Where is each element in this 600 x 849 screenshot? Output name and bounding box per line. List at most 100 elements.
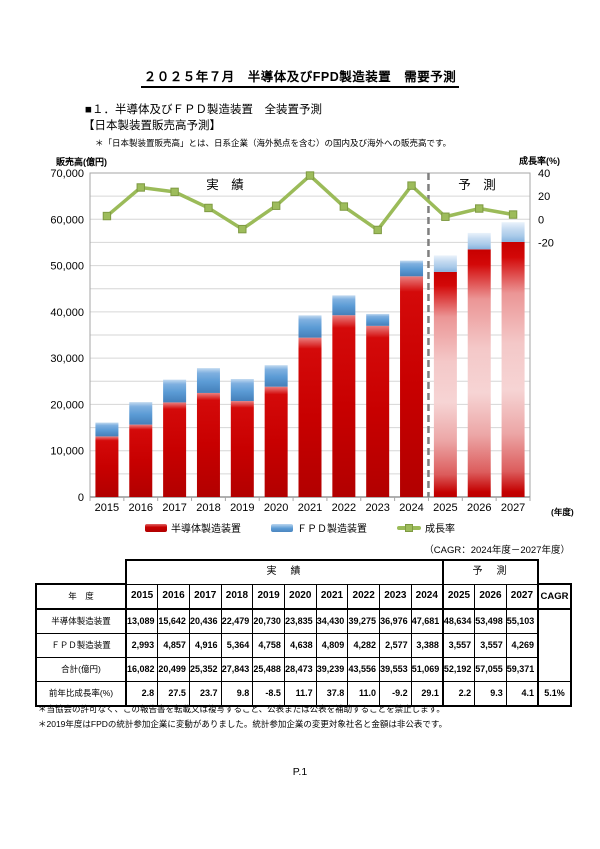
value-cell: 39,239 [315, 657, 349, 682]
value-cell: 57,055 [474, 657, 507, 682]
value-cell: 13,089 [125, 608, 159, 634]
value-cell: 34,430 [315, 608, 349, 634]
bar-fpd-2015 [95, 422, 119, 437]
bars [95, 222, 525, 497]
value-cell: 20,499 [157, 657, 190, 682]
bar-semiconductor-2015 [95, 436, 119, 497]
growth-marker-2020 [271, 201, 281, 210]
bar-semiconductor-2024 [400, 276, 424, 497]
bar-fpd-2019 [230, 379, 254, 402]
group-header-forecast: 予 測 [442, 559, 540, 585]
year-header-2027: 2027 [505, 583, 539, 610]
year-header-2019: 2019 [252, 583, 285, 610]
y-axis-tick-label: 10,000 [50, 446, 84, 458]
row-label: ＦＰＤ製造装置 [35, 633, 127, 658]
value-cell: 4.1 [505, 681, 539, 707]
value-cell: 20,730 [252, 608, 285, 634]
right-axis-title: 成長率(%) [519, 155, 560, 166]
value-cell: 39,275 [347, 608, 380, 634]
right-axis-tick-label: 20 [538, 191, 550, 203]
chart-legend: 半導体製造装置 ＦＰＤ製造装置 成長率 [0, 520, 600, 535]
bar-fpd-2026 [467, 232, 491, 250]
value-cell: 11.0 [347, 681, 380, 707]
cagr-value-cell: 5.1% [537, 681, 572, 707]
year-header-2026: 2026 [474, 583, 507, 610]
x-axis-ticks [89, 497, 531, 501]
value-cell: 3,557 [442, 633, 476, 658]
legend-item-growth: 成長率 [397, 520, 455, 535]
x-axis-label-2022: 2022 [332, 502, 356, 514]
forecast-region-label: 予 測 [458, 178, 496, 192]
growth-marker-2023 [373, 225, 382, 235]
growth-marker-2024 [407, 181, 416, 190]
value-cell: 55,103 [505, 608, 539, 634]
bar-semiconductor-2022 [332, 315, 356, 497]
x-axis-label-2026: 2026 [467, 502, 491, 514]
growth-marker-2019 [238, 224, 247, 234]
page-number: P.1 [292, 766, 308, 778]
value-cell: 27.5 [157, 681, 190, 707]
right-axis-tick-label: 40 [538, 168, 550, 180]
growth-marker-2022 [339, 202, 349, 211]
row-label: 前年比成長率(%) [35, 681, 127, 707]
bar-fpd-2024 [400, 260, 424, 277]
growth-marker-2017 [170, 187, 179, 197]
growth-marker-2021 [305, 171, 315, 180]
subsection-heading: 【日本製装置販売高予測】 [83, 120, 221, 132]
x-axis-label-2018: 2018 [196, 502, 220, 514]
x-axis-unit-label: (年度) [551, 507, 574, 517]
bar-semiconductor-2018 [196, 392, 220, 497]
bar-semiconductor-2025 [433, 271, 457, 497]
x-axis-label-2019: 2019 [230, 502, 254, 514]
year-header-2022: 2022 [347, 583, 380, 610]
value-cell: 3,388 [410, 633, 444, 658]
table-corner-left [36, 560, 126, 584]
y-axis-tick-label: 50,000 [50, 261, 84, 273]
growth-marker-2018 [204, 203, 213, 213]
cagr-note: （CAGR：2024年度－2027年度） [424, 545, 570, 556]
year-axis-header: 年 度 [35, 583, 127, 610]
y-axis-tick-label: 40,000 [50, 307, 84, 319]
value-cell: 2.2 [442, 681, 476, 707]
x-axis-label-2025: 2025 [433, 502, 457, 514]
actual-region-label: 実 績 [206, 177, 244, 192]
value-cell: 48,634 [442, 608, 476, 634]
growth-marker-2016 [136, 183, 145, 192]
growth-markers [102, 171, 518, 235]
growth-marker-2015 [102, 211, 112, 221]
sales-forecast-chart: 0 10,000 20,000 30,000 40,000 50,000 60,000 70,… [50, 155, 574, 517]
y-axis-tick-label: 60,000 [50, 214, 84, 226]
value-cell: 4,638 [283, 633, 317, 658]
bar-semiconductor-2026 [467, 249, 491, 497]
bar-semiconductor-2019 [230, 401, 254, 497]
value-cell: 47,681 [410, 608, 444, 634]
x-axis-label-2020: 2020 [264, 502, 288, 514]
value-cell: 28,473 [283, 657, 317, 682]
legend-item-semiconductor: 半導体製造装置 [145, 520, 241, 535]
cagr-header: CAGR [537, 583, 572, 610]
year-header-2017: 2017 [188, 583, 222, 610]
growth-line [105, 173, 514, 232]
bar-fpd-2023 [366, 313, 390, 326]
semiconductor-swatch-icon [145, 523, 167, 532]
bar-semiconductor-2016 [129, 424, 153, 497]
value-cell: 52,192 [442, 657, 476, 682]
definition-note: ＊「日本製装置販売高」とは、日系企業（海外拠点を含む）の国内及び海外への販売高で… [95, 138, 452, 148]
value-cell: 22,479 [220, 608, 254, 634]
page-title: ２０２５年７月 半導体及びFPD製造装置 需要予測 [140, 66, 460, 88]
bar-fpd-2022 [332, 295, 356, 316]
legend-label-growth: 成長率 [425, 524, 455, 535]
section-heading: ■１．半導体及びＦＰＤ製造装置 全装置予測 [85, 104, 322, 116]
x-axis-label-2016: 2016 [129, 502, 153, 514]
x-axis-label-2023: 2023 [365, 502, 389, 514]
value-cell: 2,993 [125, 633, 159, 658]
year-header-2024: 2024 [410, 583, 444, 610]
year-header-2025: 2025 [442, 583, 476, 610]
value-cell: 2,577 [379, 633, 412, 658]
value-cell: 9.3 [474, 681, 507, 707]
legend-item-fpd: ＦＰＤ製造装置 [271, 520, 367, 535]
value-cell: 27,843 [220, 657, 254, 682]
y-axis-tick-label: 70,000 [50, 168, 84, 180]
group-header-actual: 実 績 [125, 559, 444, 585]
